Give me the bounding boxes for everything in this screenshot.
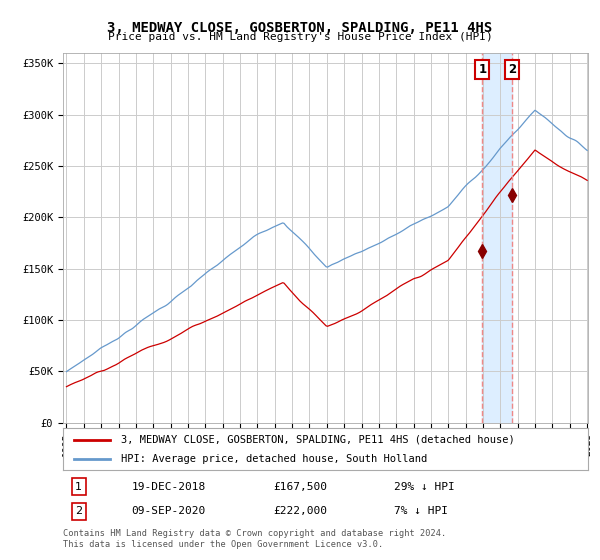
Bar <box>482 53 512 423</box>
Text: 19-DEC-2018: 19-DEC-2018 <box>131 482 205 492</box>
Text: £167,500: £167,500 <box>273 482 327 492</box>
Text: 09-SEP-2020: 09-SEP-2020 <box>131 506 205 516</box>
Text: 2: 2 <box>75 506 82 516</box>
Text: 2: 2 <box>508 63 517 76</box>
Text: Price paid vs. HM Land Registry's House Price Index (HPI): Price paid vs. HM Land Registry's House … <box>107 32 493 43</box>
Text: Contains HM Land Registry data © Crown copyright and database right 2024.: Contains HM Land Registry data © Crown c… <box>63 529 446 538</box>
Text: 1: 1 <box>75 482 82 492</box>
Text: HPI: Average price, detached house, South Holland: HPI: Average price, detached house, Sout… <box>121 454 427 464</box>
Text: This data is licensed under the Open Government Licence v3.0.: This data is licensed under the Open Gov… <box>63 540 383 549</box>
Text: 1: 1 <box>478 63 487 76</box>
Text: 29% ↓ HPI: 29% ↓ HPI <box>394 482 455 492</box>
Text: 3, MEDWAY CLOSE, GOSBERTON, SPALDING, PE11 4HS: 3, MEDWAY CLOSE, GOSBERTON, SPALDING, PE… <box>107 21 493 35</box>
Text: 7% ↓ HPI: 7% ↓ HPI <box>394 506 448 516</box>
Text: £222,000: £222,000 <box>273 506 327 516</box>
Text: 3, MEDWAY CLOSE, GOSBERTON, SPALDING, PE11 4HS (detached house): 3, MEDWAY CLOSE, GOSBERTON, SPALDING, PE… <box>121 435 515 445</box>
